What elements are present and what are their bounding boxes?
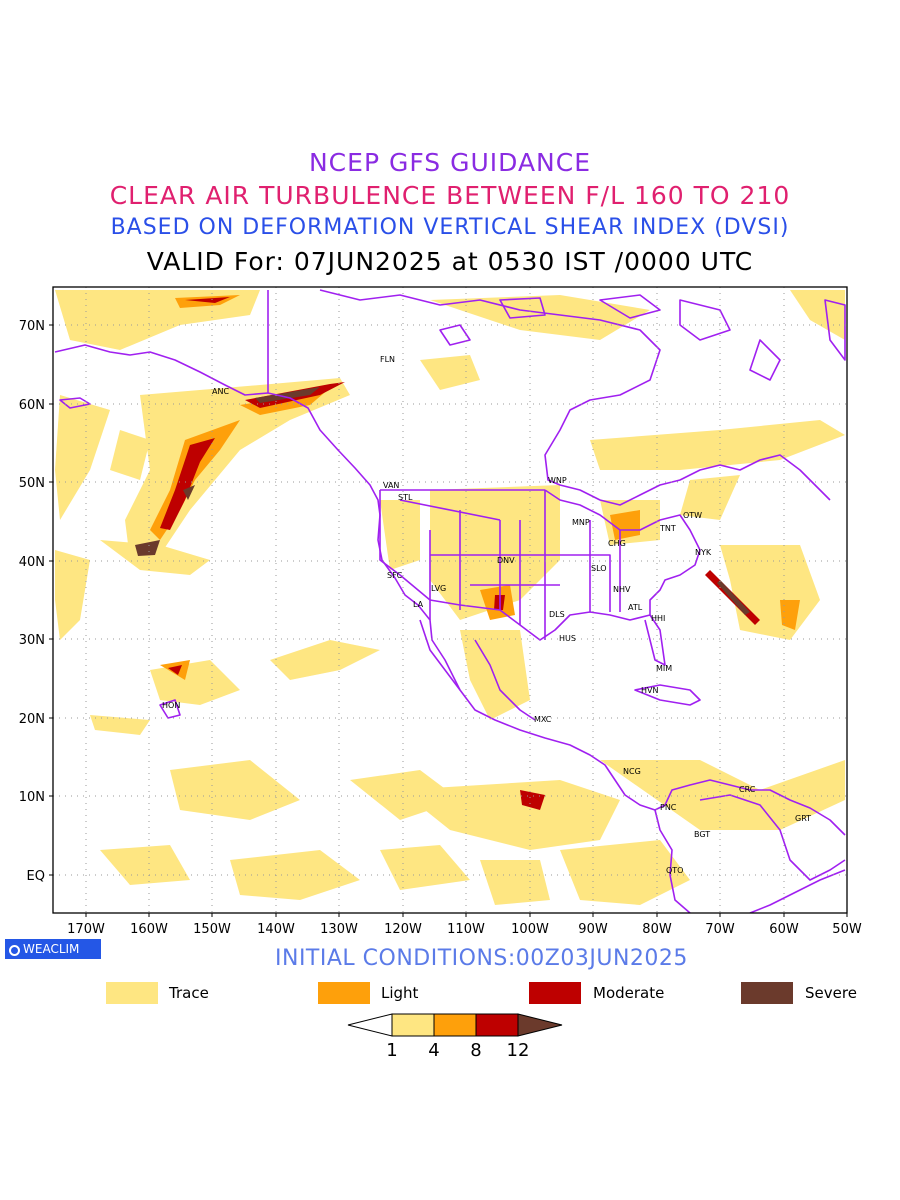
legend-label-light: Light <box>381 984 419 1002</box>
legend-swatch-moderate <box>529 982 581 1004</box>
station-labels: ANC FLN VAN STL WNP MNP TNT OTW CHG NYK … <box>162 355 811 875</box>
lon-label: 70W <box>705 922 735 937</box>
legend-swatch-trace <box>106 982 158 1004</box>
colorbar-low-arrow <box>347 1013 393 1037</box>
legend-swatch-severe <box>741 982 793 1004</box>
station-label: NYK <box>695 548 712 557</box>
graticule <box>53 287 847 913</box>
axis-ticks <box>49 324 848 917</box>
lon-label: 50W <box>832 922 862 937</box>
station-label: DNV <box>497 556 515 565</box>
title-product: CLEAR AIR TURBULENCE BETWEEN F/L 160 TO … <box>109 181 791 210</box>
station-label: LVG <box>431 584 446 593</box>
station-label: VAN <box>383 481 399 490</box>
station-label: HHI <box>651 614 665 623</box>
station-label: MNP <box>572 518 590 527</box>
colorbar-tick: 12 <box>507 1040 530 1061</box>
title-valid-time: VALID For: 07JUN2025 at 0530 IST /0000 U… <box>146 247 754 276</box>
station-label: HUS <box>559 634 576 643</box>
colorbar-tick: 8 <box>470 1040 481 1061</box>
station-label: DLS <box>549 610 565 619</box>
station-label: CRC <box>739 785 756 794</box>
legend-label-severe: Severe <box>805 984 857 1002</box>
station-label: NCG <box>623 767 641 776</box>
station-label: TNT <box>659 524 676 533</box>
colorbar: 1 4 8 12 <box>347 1013 563 1061</box>
map-frame <box>52 286 848 914</box>
lon-label: 80W <box>642 922 672 937</box>
colorbar-high-arrow <box>517 1013 563 1037</box>
lon-label: 100W <box>511 922 549 937</box>
lat-label: 70N <box>19 319 45 334</box>
lat-label: EQ <box>27 869 45 884</box>
lat-label: 20N <box>19 712 45 727</box>
colorbar-light-segment <box>433 1013 477 1037</box>
weaclim-logo-icon <box>9 945 20 956</box>
map-plot-area: ANC FLN VAN STL WNP MNP TNT OTW CHG NYK … <box>53 287 847 913</box>
lat-label: 30N <box>19 633 45 648</box>
lat-label: 10N <box>19 790 45 805</box>
colorbar-tick: 1 <box>386 1040 397 1061</box>
lon-label: 130W <box>320 922 358 937</box>
station-label: SFC <box>387 571 403 580</box>
station-label: OTW <box>683 511 702 520</box>
lat-label: 40N <box>19 555 45 570</box>
colorbar-tick: 4 <box>428 1040 439 1061</box>
weaclim-logo: WEACLIM <box>5 939 101 959</box>
lon-label: 90W <box>578 922 608 937</box>
station-label: SLO <box>591 564 607 573</box>
legend-label-moderate: Moderate <box>593 984 665 1002</box>
station-label: STL <box>398 493 413 502</box>
station-label: QTO <box>666 866 683 875</box>
lon-label: 160W <box>130 922 168 937</box>
station-label: HON <box>162 701 180 710</box>
longitude-labels: 170W 160W 150W 140W 130W 120W 110W 100W … <box>67 922 862 937</box>
station-label: HVN <box>641 686 658 695</box>
station-label: PNC <box>660 803 677 812</box>
lat-label: 50N <box>19 476 45 491</box>
lon-label: 150W <box>193 922 231 937</box>
station-label: CHG <box>608 539 626 548</box>
latitude-labels: 70N 60N 50N 40N 30N 20N 10N EQ <box>19 319 45 884</box>
legend-label-trace: Trace <box>169 984 209 1002</box>
station-label: GRT <box>795 814 811 823</box>
lon-label: 120W <box>384 922 422 937</box>
weaclim-logo-text: WEACLIM <box>23 942 80 956</box>
station-label: MIM <box>656 664 672 673</box>
lat-label: 60N <box>19 398 45 413</box>
station-label: BGT <box>694 830 710 839</box>
colorbar-trace-segment <box>391 1013 435 1037</box>
station-label: WNP <box>548 476 567 485</box>
station-label: LA <box>413 600 424 609</box>
legend-swatch-light <box>318 982 370 1004</box>
title-guidance: NCEP GFS GUIDANCE <box>308 148 591 177</box>
station-label: ATL <box>628 603 643 612</box>
lon-label: 110W <box>447 922 485 937</box>
coastlines-and-borders <box>54 289 846 913</box>
turbulence-severe-areas <box>135 387 750 615</box>
station-label: ANC <box>212 387 229 396</box>
lon-label: 140W <box>257 922 295 937</box>
station-label: NHV <box>613 585 631 594</box>
station-label: FLN <box>380 355 395 364</box>
lon-label: 170W <box>67 922 105 937</box>
initial-conditions-label: INITIAL CONDITIONS:00Z03JUN2025 <box>275 946 688 971</box>
lon-label: 60W <box>769 922 799 937</box>
title-method: BASED ON DEFORMATION VERTICAL SHEAR INDE… <box>110 215 790 240</box>
colorbar-moderate-segment <box>475 1013 519 1037</box>
station-label: MXC <box>534 715 552 724</box>
